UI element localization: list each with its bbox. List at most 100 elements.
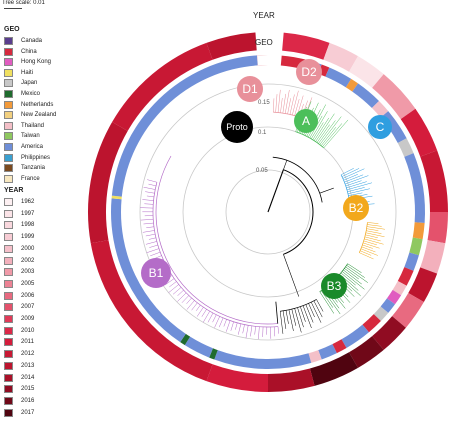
geo-ring-segment <box>341 324 369 348</box>
legend-label: 2014 <box>21 374 35 381</box>
tree-branch <box>272 98 275 113</box>
geo-ring-segment <box>373 306 389 322</box>
tree-branch <box>274 326 276 337</box>
legend-label: Philippines <box>21 154 51 161</box>
svg-text:Proto: Proto <box>226 122 248 132</box>
legend-label: Haiti <box>21 69 34 76</box>
clade-badge-d1: D1 <box>237 76 263 102</box>
tree-branch <box>146 195 155 198</box>
tree-branch <box>361 246 376 253</box>
legend-swatch <box>4 153 13 162</box>
geo-ring-segment <box>180 333 191 346</box>
legend-item-year-2012: 2012 <box>4 349 34 359</box>
tree-branch <box>143 222 154 225</box>
legend-item-year-2014: 2014 <box>4 373 34 383</box>
tree-branch <box>277 326 279 334</box>
tree-branch <box>146 226 154 228</box>
tree-branch <box>230 321 234 331</box>
legend-label: 2006 <box>21 292 35 299</box>
legend-label: 2010 <box>21 327 35 334</box>
legend-label: 2017 <box>21 409 35 416</box>
geo-ring-segment <box>325 67 352 88</box>
legend-item-year-2002: 2002 <box>4 256 34 266</box>
legend-item-year-1999: 1999 <box>4 232 34 242</box>
legend-label: 1997 <box>21 210 35 217</box>
legend-label: 2013 <box>21 362 35 369</box>
clade-badge-b2: B2 <box>343 195 369 221</box>
legend-label: 1962 <box>21 199 35 205</box>
clade-badge-b1: B1 <box>141 258 171 288</box>
legend-swatch <box>4 58 13 67</box>
geo-ring-segment <box>380 298 396 313</box>
geo-ring-segment <box>184 336 213 358</box>
legend-label: Netherlands <box>21 101 54 108</box>
tree-branch <box>366 228 379 231</box>
year-ring-segment <box>323 42 358 72</box>
legend-item-year-2010: 2010 <box>4 326 34 336</box>
tree-branch <box>367 224 382 227</box>
legend-swatch <box>4 37 13 45</box>
legend-item-geo-taiwan: Taiwan <box>4 131 40 141</box>
legend-item-year-2005: 2005 <box>4 279 34 289</box>
tree-branch <box>275 301 279 324</box>
legend-item-year-2003: 2003 <box>4 267 34 277</box>
tree-branch <box>283 160 288 170</box>
legend-swatch <box>4 268 13 277</box>
svg-text:D2: D2 <box>301 65 317 79</box>
legend-label: America <box>21 144 44 150</box>
legend-item-geo-haiti: Haiti <box>4 68 33 78</box>
tree-branch <box>359 222 368 253</box>
legend-item-year-2017: 2017 <box>4 408 34 418</box>
tree-branch <box>195 304 201 311</box>
tree-branch <box>347 263 362 273</box>
tree-branch <box>341 168 360 177</box>
legend-swatch <box>4 338 13 347</box>
legend-item-geo-france: France <box>4 174 40 184</box>
tree-branch <box>288 309 294 331</box>
legend-label: Canada <box>21 38 43 44</box>
tree-branch <box>196 307 204 317</box>
legend-item-year-2006: 2006 <box>4 291 34 301</box>
legend-label: New Zealand <box>21 112 57 119</box>
legend-label: 2009 <box>21 316 35 322</box>
legend-label: 2015 <box>21 386 35 393</box>
tree-branch <box>311 302 322 323</box>
tree-branch <box>294 308 302 333</box>
tree-branch <box>363 240 377 246</box>
geo-ring-segment <box>209 348 218 360</box>
legend-swatch <box>4 233 13 242</box>
tree-branch <box>191 302 198 311</box>
tree-branch <box>294 99 300 116</box>
tree-branch <box>282 310 287 329</box>
tree-branch <box>360 248 378 256</box>
geo-ring-segment <box>308 350 322 363</box>
legend-swatch <box>4 164 13 173</box>
tree-branch <box>346 265 365 278</box>
tree-branch <box>346 181 367 189</box>
year-ring-segment <box>112 42 213 131</box>
year-ring-segment <box>408 267 438 302</box>
tree-branch <box>143 186 156 190</box>
tree-branch <box>302 305 312 329</box>
geo-ring-segment <box>111 55 258 197</box>
scale-tick-0.05: 0.05 <box>256 168 268 174</box>
tree-branch <box>343 269 362 285</box>
legend-label: 2007 <box>21 304 35 311</box>
tree-branch <box>242 324 245 334</box>
tree-branch <box>348 192 363 196</box>
year-ring-segment <box>400 108 438 157</box>
tree-branch <box>363 242 380 249</box>
svg-text:B3: B3 <box>327 279 342 293</box>
tree-branch <box>305 304 314 323</box>
year-ring-segment <box>392 293 424 328</box>
legend-label: Tanzania <box>21 165 46 172</box>
tree-branch <box>223 319 227 327</box>
tree-branch <box>155 155 278 325</box>
tree-branch <box>341 271 365 290</box>
year-ring-segment <box>282 32 330 60</box>
legend-item-geo-thailand: Thailand <box>4 121 44 131</box>
legend-swatch <box>4 68 13 77</box>
scale-tick-0.15: 0.15 <box>258 100 270 106</box>
legend-item-year-1997: 1997 <box>4 209 34 219</box>
tree-branch <box>308 303 315 318</box>
